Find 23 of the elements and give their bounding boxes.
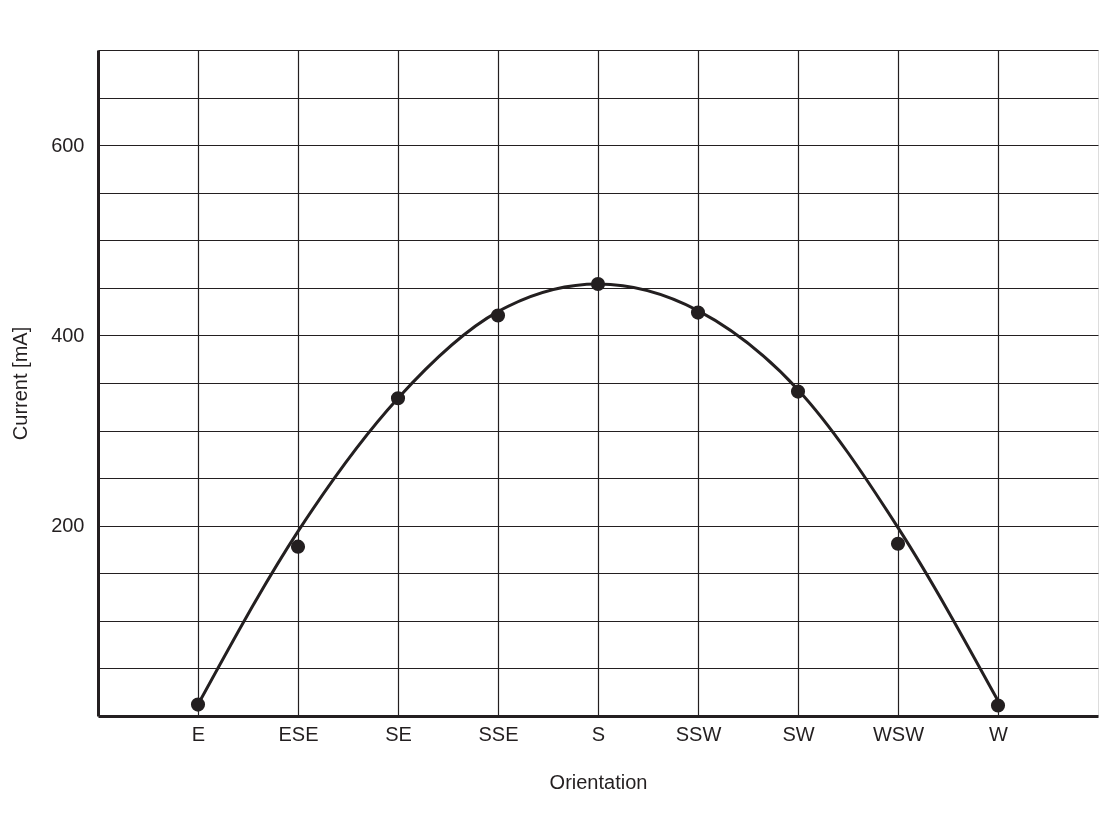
y-axis-title: Current [mA] — [9, 326, 32, 441]
x-tick-label: S — [591, 722, 606, 745]
x-tick-label: WSW — [872, 722, 925, 745]
y-tick-label: 400 — [51, 323, 85, 346]
x-tick-label: SSW — [675, 722, 722, 745]
x-tick-label: SW — [782, 722, 815, 745]
x-tick-label: SSE — [478, 722, 519, 745]
point — [290, 539, 306, 554]
point — [790, 384, 806, 399]
y-tick-label: 600 — [51, 133, 85, 156]
x-tick-label: W — [989, 722, 1009, 745]
x-axis-title: Orientation — [549, 770, 648, 793]
point — [190, 697, 206, 712]
point — [490, 308, 506, 323]
x-tick-label: ESE — [278, 722, 319, 745]
point — [890, 536, 906, 551]
point — [990, 698, 1006, 713]
point — [390, 391, 406, 406]
x-tick-label: SE — [385, 722, 412, 745]
y-tick-label: 200 — [51, 514, 85, 537]
x-tick-label: E — [191, 722, 206, 745]
point — [590, 276, 606, 292]
point — [690, 305, 706, 320]
